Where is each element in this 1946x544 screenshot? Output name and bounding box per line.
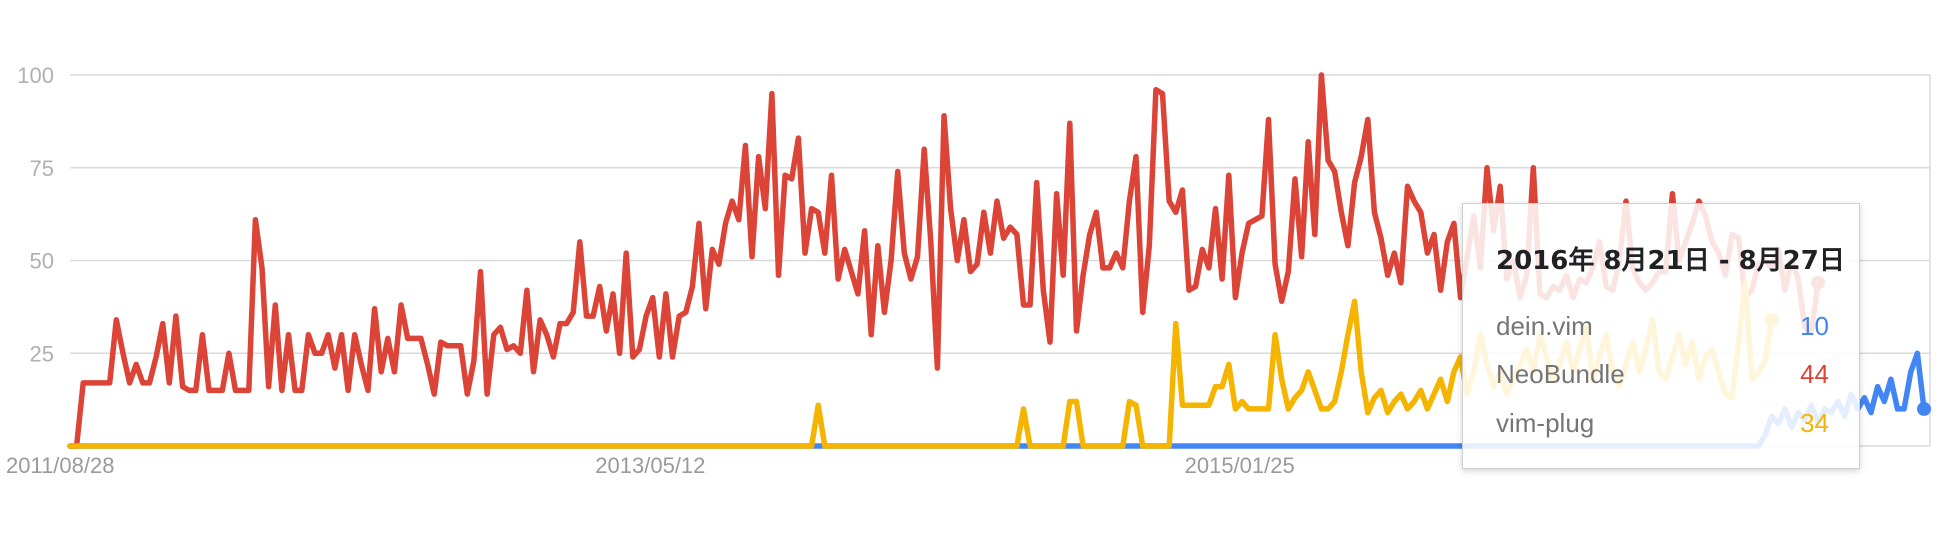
tooltip-date-range: 2016年 8月21日 - 8月27日 [1496, 246, 1845, 276]
x-axis: 2011/08/28 2013/05/12 2015/01/25 [6, 453, 1295, 478]
x-tick-label: 2013/05/12 [595, 453, 705, 478]
y-tick-label: 75 [30, 156, 54, 181]
tooltip-series-value: 10 [1800, 311, 1829, 341]
x-tick-label: 2011/08/28 [6, 453, 114, 478]
tooltip-series-name: NeoBundle [1496, 359, 1625, 389]
tooltip-series-name: vim-plug [1496, 408, 1595, 438]
y-tick-label: 25 [30, 341, 54, 366]
tooltip-series-value: 44 [1800, 359, 1829, 389]
y-tick-label: 50 [30, 249, 54, 274]
series-endpoint-dein-vim [1917, 401, 1931, 416]
hover-tooltip: 2016年 8月21日 - 8月27日 dein.vim 10 NeoBundl… [1462, 203, 1860, 469]
tooltip-row-vim-plug: vim-plug 34 [1496, 408, 1829, 442]
x-tick-label: 2015/01/25 [1185, 453, 1295, 478]
tooltip-row-neobundle: NeoBundle 44 [1496, 359, 1829, 393]
y-tick-label: 100 [17, 63, 54, 88]
tooltip-row-dein-vim: dein.vim 10 [1496, 311, 1829, 345]
tooltip-series-name: dein.vim [1496, 311, 1593, 341]
tooltip-series-value: 34 [1800, 408, 1829, 438]
y-axis: 100 75 50 25 [17, 63, 54, 366]
